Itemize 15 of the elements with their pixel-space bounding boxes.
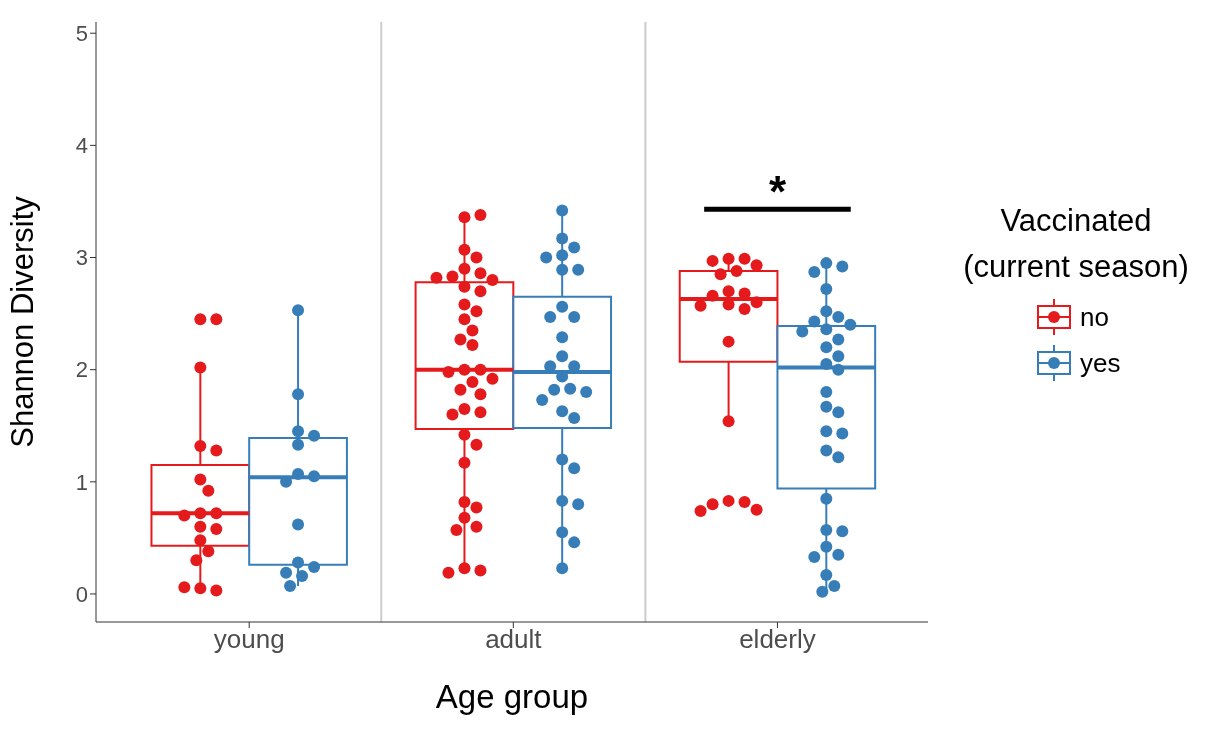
legend-label: yes xyxy=(1080,347,1121,379)
legend-title: Vaccinated (current season) xyxy=(962,202,1190,286)
legend-label: no xyxy=(1080,301,1109,333)
y-tick-label: 3 xyxy=(75,245,88,271)
y-tick-label: 4 xyxy=(75,133,88,159)
x-axis-title: Age group xyxy=(435,678,589,715)
x-tick-label: adult xyxy=(485,624,543,655)
y-axis-title: Shannon Diversity xyxy=(5,195,41,448)
y-tick-label: 0 xyxy=(75,581,88,607)
x-tick-label: young xyxy=(213,624,285,655)
x-tick-label: elderly xyxy=(739,624,816,655)
y-tick-label: 5 xyxy=(75,21,88,47)
y-tick-label: 1 xyxy=(75,469,88,495)
y-tick-label: 2 xyxy=(75,357,88,383)
annotation: * xyxy=(768,166,787,216)
